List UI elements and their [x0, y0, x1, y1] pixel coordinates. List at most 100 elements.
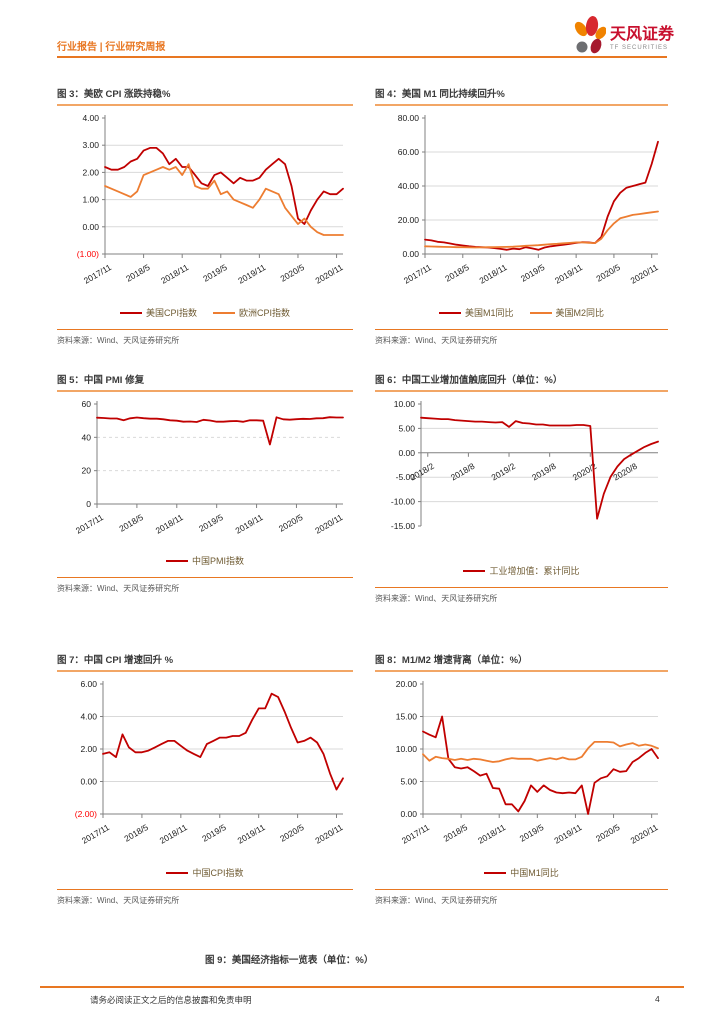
- svg-text:2017/11: 2017/11: [400, 822, 431, 846]
- source-note: 资料来源：Wind、天风证券研究所: [375, 889, 668, 906]
- svg-text:2019/11: 2019/11: [236, 262, 267, 286]
- svg-text:10.00: 10.00: [394, 399, 416, 409]
- svg-text:2019/8: 2019/8: [530, 461, 558, 483]
- svg-text:2.00: 2.00: [80, 744, 97, 754]
- svg-text:2019/11: 2019/11: [233, 512, 264, 536]
- svg-text:2018/5: 2018/5: [122, 822, 150, 844]
- footer-divider: [40, 986, 684, 988]
- figure7-plot: 6.00 4.00 2.00 0.00 (2.00) 2017/11 2018/5 2018/…: [57, 678, 353, 864]
- source-note: 资料来源：Wind、天风证券研究所: [57, 889, 353, 906]
- figure4-title: 图 4：美国 M1 同比持续回升%: [375, 86, 668, 106]
- page-number: 4: [655, 994, 660, 1004]
- legend-swatch-red: [484, 871, 507, 874]
- svg-text:2020/5: 2020/5: [594, 262, 622, 284]
- svg-text:80.00: 80.00: [398, 113, 420, 123]
- figure3-block: 图 3：美欧 CPI 涨跌持稳% 4.00 3.00 2.00 1.00 0.00 (1.…: [57, 86, 353, 346]
- figure4-plot: 80.00 60.00 40.00 20.00 0.00 2017/11 2018/5 201…: [375, 112, 668, 304]
- svg-text:0.00: 0.00: [400, 809, 417, 819]
- svg-text:40: 40: [82, 432, 92, 442]
- svg-text:2019/11: 2019/11: [553, 262, 584, 286]
- source-note: 资料来源：Wind、天风证券研究所: [57, 577, 353, 594]
- svg-text:20.00: 20.00: [398, 215, 420, 225]
- svg-text:2017/11: 2017/11: [80, 822, 111, 846]
- svg-text:60: 60: [82, 399, 92, 409]
- legend-label: 中国CPI指数: [192, 868, 244, 878]
- figure7-title: 图 7：中国 CPI 增速回升 %: [57, 652, 353, 672]
- figure6-legend: 工业增加值：累计同比: [375, 564, 668, 577]
- source-note: 资料来源：Wind、天风证券研究所: [57, 329, 353, 346]
- svg-text:2020/5: 2020/5: [277, 512, 305, 534]
- svg-text:-5.00: -5.00: [396, 472, 416, 482]
- svg-text:2020/11: 2020/11: [313, 822, 344, 846]
- figure6-plot: 10.00 5.00 0.00 -5.00 -10.00 -15.00 2018/2 2018…: [375, 398, 668, 538]
- svg-text:15.00: 15.00: [396, 712, 418, 722]
- svg-text:0.00: 0.00: [402, 249, 419, 259]
- svg-text:0.00: 0.00: [80, 777, 97, 787]
- legend-label: 美国CPI指数: [145, 308, 197, 318]
- legend-label: 欧洲CPI指数: [239, 308, 291, 318]
- figure3-legend: 美国CPI指数 欧洲CPI指数: [57, 306, 353, 319]
- svg-text:2019/5: 2019/5: [201, 262, 229, 284]
- legend-label: 美国M2同比: [555, 308, 605, 318]
- svg-text:4.00: 4.00: [80, 712, 97, 722]
- svg-text:2018/2: 2018/2: [408, 461, 436, 483]
- svg-text:2019/11: 2019/11: [236, 822, 267, 846]
- legend-swatch-red: [166, 871, 189, 874]
- svg-text:(2.00): (2.00): [75, 809, 97, 819]
- svg-text:20: 20: [82, 466, 92, 476]
- legend-swatch-red: [438, 311, 461, 314]
- figure5-plot: 60 40 20 0 2017/11 2018/5 2018/11 2019/5 2019/11…: [57, 398, 353, 552]
- svg-text:2018/5: 2018/5: [443, 262, 471, 284]
- legend-swatch-orange: [529, 311, 552, 314]
- svg-text:0.00: 0.00: [398, 448, 415, 458]
- svg-text:2018/5: 2018/5: [124, 262, 152, 284]
- svg-text:1.00: 1.00: [82, 195, 99, 205]
- legend-label: 中国M1同比: [510, 868, 559, 878]
- figure5-block: 图 5：中国 PMI 修复 60 40 20 0 2017/11 2018/5 2018/1…: [57, 372, 353, 594]
- figure7-legend: 中国CPI指数: [57, 866, 353, 879]
- figure8-block: 图 8：M1/M2 增速背离（单位：%） 20.00 15.00 10.00 5.00…: [375, 652, 668, 906]
- figure8-legend: 中国M1同比: [375, 866, 668, 879]
- svg-text:6.00: 6.00: [80, 679, 97, 689]
- svg-text:2018/11: 2018/11: [476, 822, 507, 846]
- svg-text:2017/11: 2017/11: [74, 512, 105, 536]
- svg-text:5.00: 5.00: [400, 777, 417, 787]
- svg-text:2018/8: 2018/8: [449, 461, 477, 483]
- svg-text:2.00: 2.00: [82, 167, 99, 177]
- figure6-title: 图 6：中国工业增加值触底回升（单位：%）: [375, 372, 668, 392]
- svg-text:2020/11: 2020/11: [313, 262, 344, 286]
- svg-text:2018/5: 2018/5: [117, 512, 145, 534]
- svg-text:2019/5: 2019/5: [519, 262, 547, 284]
- svg-text:2017/11: 2017/11: [402, 262, 433, 286]
- figure4-legend: 美国M1同比 美国M2同比: [375, 306, 668, 319]
- svg-text:2018/11: 2018/11: [158, 822, 189, 846]
- svg-text:2018/5: 2018/5: [442, 822, 470, 844]
- svg-text:4.00: 4.00: [82, 113, 99, 123]
- legend-swatch-red: [463, 569, 486, 572]
- svg-text:2017/11: 2017/11: [82, 262, 113, 286]
- svg-text:10.00: 10.00: [396, 744, 418, 754]
- legend-label: 工业增加值：累计同比: [489, 566, 580, 576]
- svg-text:60.00: 60.00: [398, 147, 420, 157]
- svg-text:2020/8: 2020/8: [611, 461, 639, 483]
- svg-text:2019/2: 2019/2: [490, 461, 518, 483]
- svg-text:-15.00: -15.00: [391, 521, 415, 531]
- figure5-title: 图 5：中国 PMI 修复: [57, 372, 353, 392]
- footer-disclaimer: 请务必阅读正文之后的信息披露和免责申明: [90, 995, 252, 1005]
- legend-label: 中国PMI指数: [191, 556, 244, 566]
- svg-text:2020/11: 2020/11: [313, 512, 344, 536]
- svg-text:40.00: 40.00: [398, 181, 420, 191]
- figure3-title: 图 3：美欧 CPI 涨跌持稳%: [57, 86, 353, 106]
- figure8-title: 图 8：M1/M2 增速背离（单位：%）: [375, 652, 668, 672]
- svg-text:2019/11: 2019/11: [552, 822, 583, 846]
- svg-text:-10.00: -10.00: [391, 497, 415, 507]
- svg-text:2020/5: 2020/5: [278, 822, 306, 844]
- svg-text:2020/11: 2020/11: [629, 262, 660, 286]
- figure7-block: 图 7：中国 CPI 增速回升 % 6.00 4.00 2.00 0.00 (2.00)…: [57, 652, 353, 906]
- figure8-plot: 20.00 15.00 10.00 5.00 0.00 2017/11 2018/5 2018…: [375, 678, 668, 864]
- svg-text:5.00: 5.00: [398, 423, 415, 433]
- legend-swatch-red: [119, 311, 142, 314]
- svg-text:3.00: 3.00: [82, 140, 99, 150]
- svg-text:2019/5: 2019/5: [518, 822, 546, 844]
